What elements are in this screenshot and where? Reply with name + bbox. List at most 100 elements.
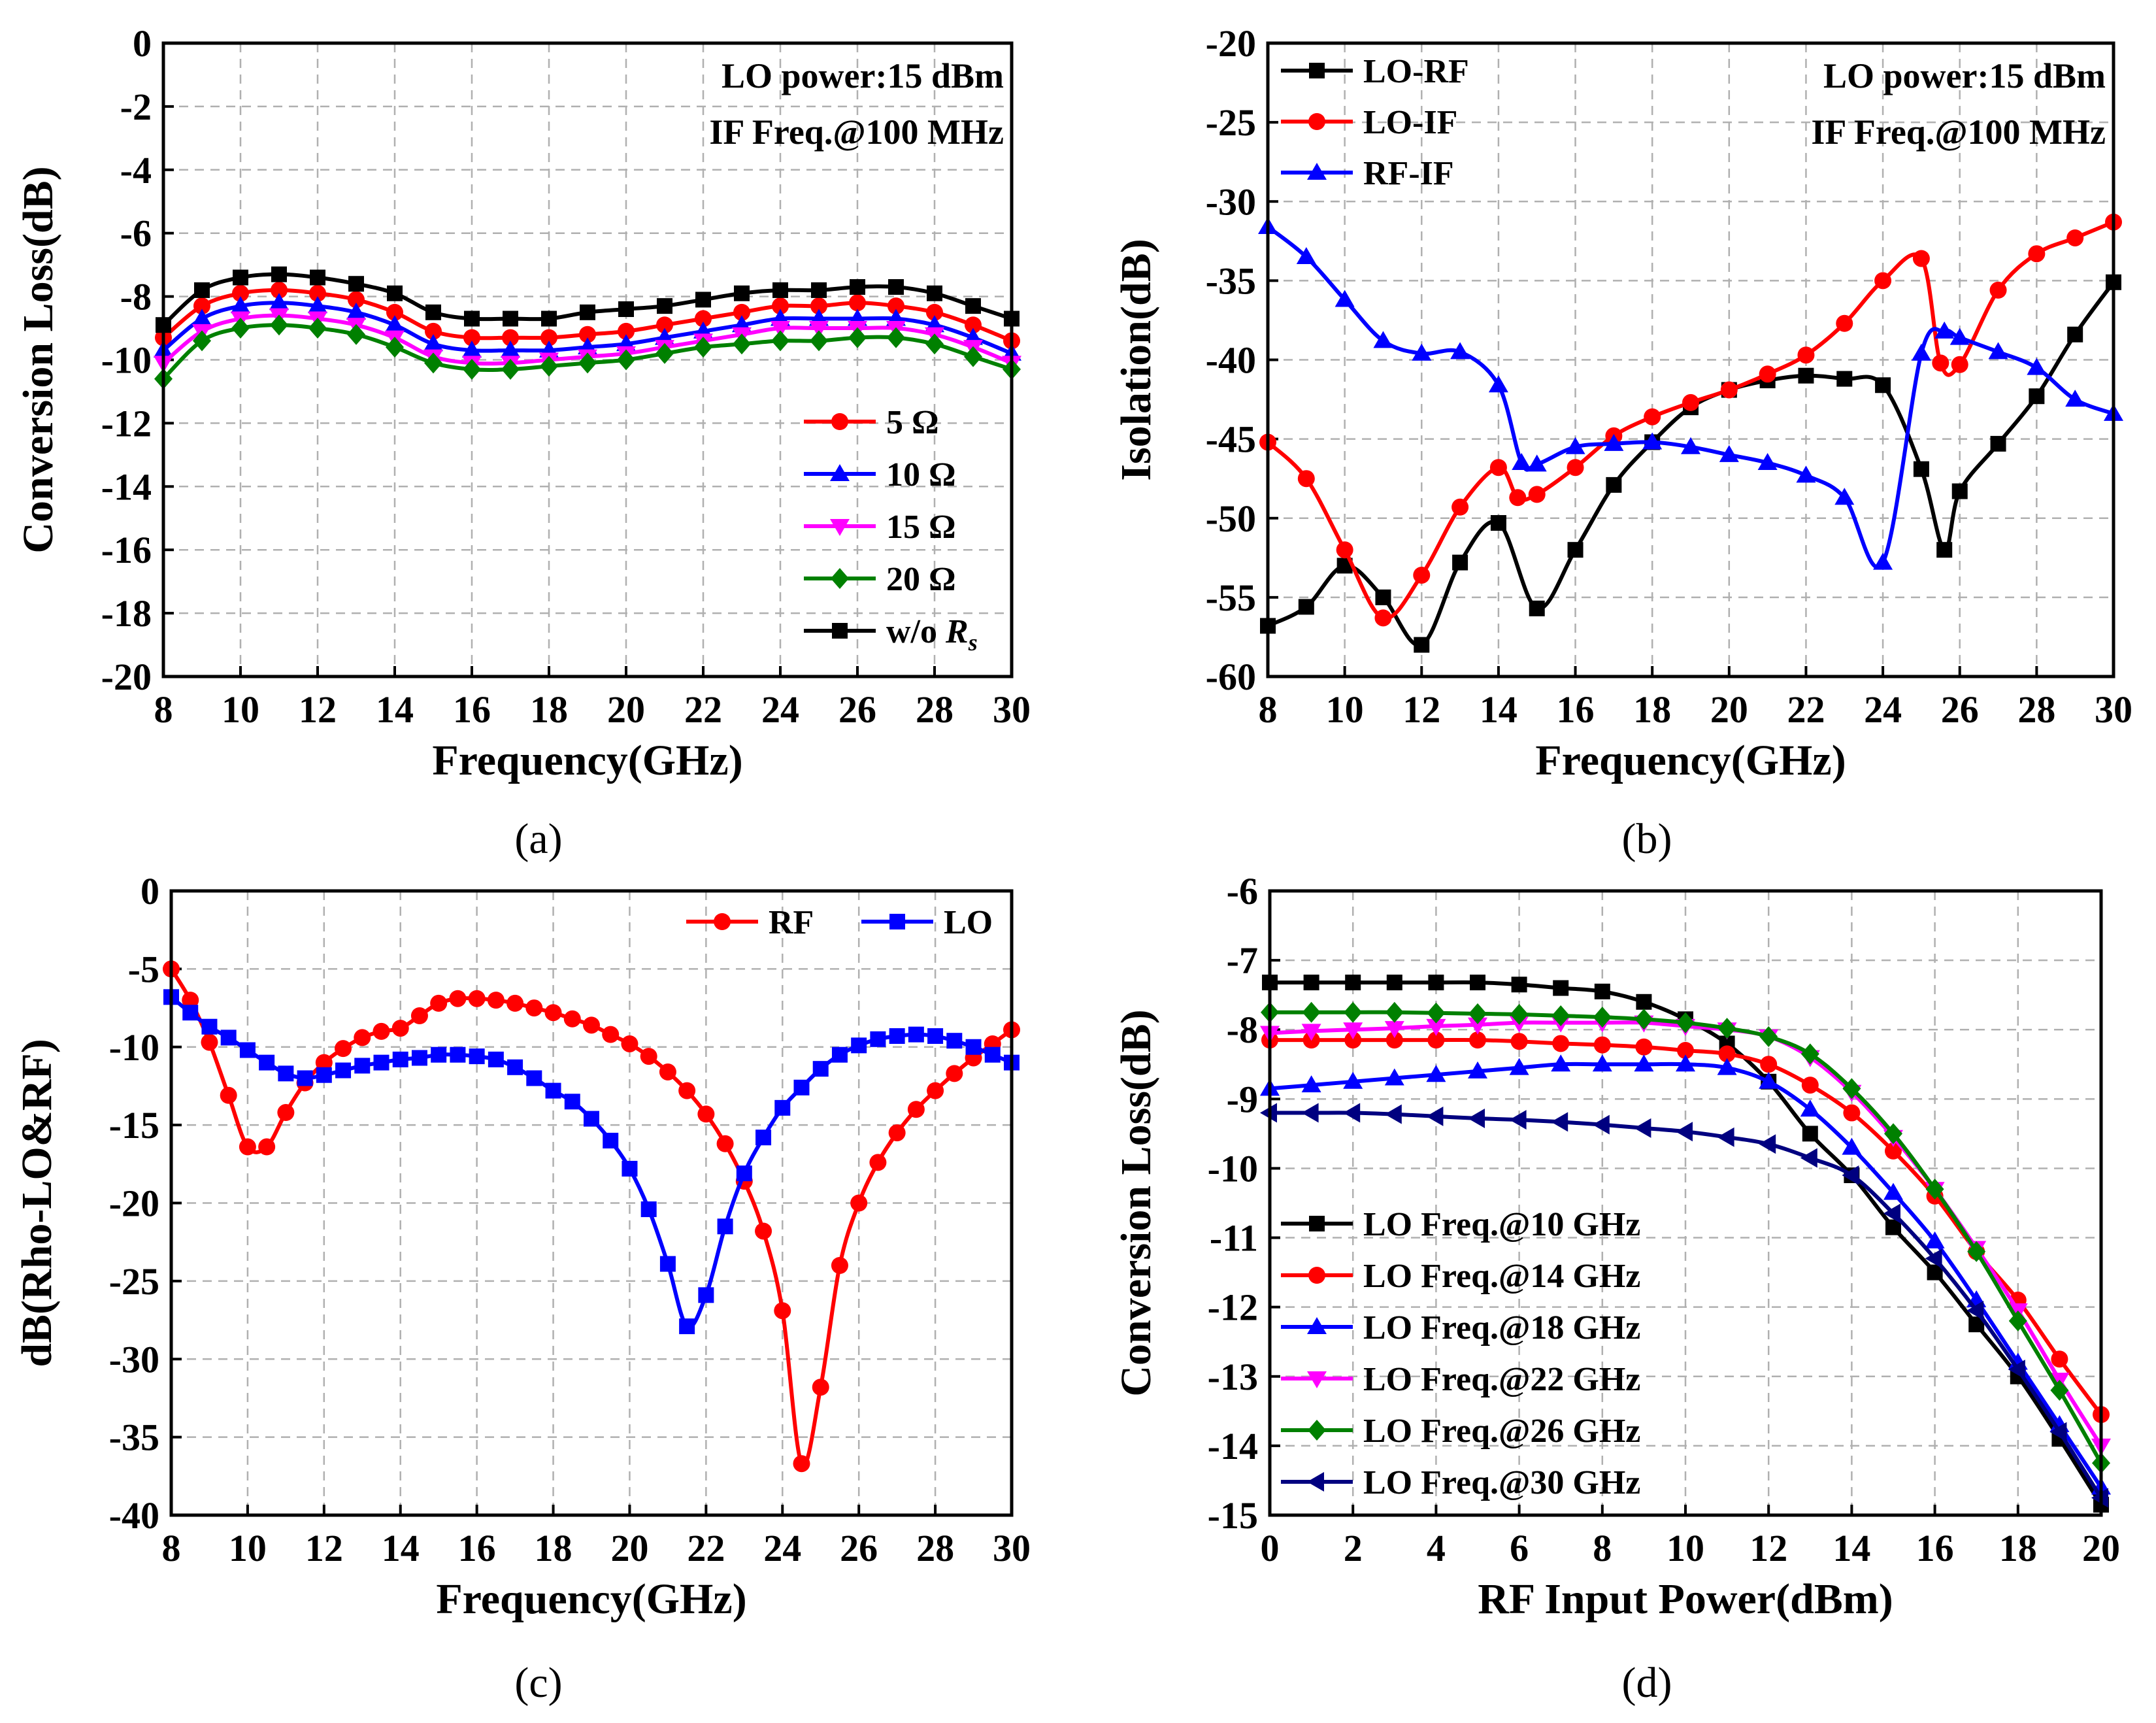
x-tick-label: 10 [222, 688, 259, 731]
data-point [1800, 1099, 1820, 1117]
y-tick-label: -40 [109, 1494, 159, 1537]
y-tick-label: -2 [120, 86, 152, 128]
data-point [182, 1005, 199, 1021]
legend: 5 Ω 10 Ω 15 Ω 20 Ω w/o Rs [804, 404, 978, 656]
legend-marker [714, 913, 731, 930]
data-point [1414, 637, 1430, 653]
data-point [1842, 1137, 1862, 1155]
data-point [1470, 975, 1485, 991]
y-tick-label: -14 [101, 465, 152, 508]
legend: LO Freq.@10 GHz LO Freq.@14 GHz LO Freq.@1… [1281, 1206, 1640, 1501]
data-point [1635, 1038, 1653, 1056]
x-tick-label: 14 [1480, 688, 1517, 731]
data-point [1551, 1054, 1571, 1072]
data-point [463, 359, 481, 380]
data-point [793, 1455, 810, 1473]
data-point [584, 1111, 599, 1127]
plot-frame [1266, 41, 2115, 678]
data-point [1967, 1241, 1986, 1262]
data-point [2029, 388, 2045, 405]
x-tick-label: 12 [299, 688, 337, 731]
data-point [297, 1070, 313, 1086]
x-tick-label: 16 [1557, 688, 1595, 731]
data-point [1885, 1142, 1902, 1160]
x-tick-label: 24 [763, 1527, 801, 1569]
data-point [1925, 1231, 1945, 1248]
data-point [810, 330, 828, 352]
x-tick-label: 28 [2017, 688, 2055, 731]
data-point [424, 352, 442, 374]
data-point [771, 321, 790, 339]
data-point [1386, 975, 1402, 991]
data-point [347, 324, 365, 345]
data-point [1676, 1054, 1695, 1072]
data-point [2008, 1360, 2025, 1380]
x-tick-label: 30 [993, 688, 1031, 731]
data-point [1682, 393, 1699, 411]
y-axis-label: Conversion Loss(dB) [14, 166, 62, 553]
legend-label: 15 Ω [886, 509, 956, 546]
data-point [1510, 1003, 1529, 1025]
data-point [618, 322, 635, 340]
data-point [2065, 390, 2085, 407]
data-point [502, 329, 519, 346]
data-point [1797, 346, 1815, 364]
x-tick-label: 12 [305, 1527, 343, 1569]
legend-label: RF-IF [1363, 155, 1454, 192]
data-point [1911, 343, 1931, 361]
data-point [733, 303, 750, 321]
y-tick-label: -40 [1206, 339, 1256, 382]
data-point [201, 1018, 218, 1035]
data-point [541, 310, 557, 327]
data-point [501, 359, 520, 380]
data-point [888, 279, 904, 295]
data-point [1374, 609, 1392, 627]
series-lo-freq-30-ghz [1260, 1103, 2108, 1508]
y-tick-label: -15 [109, 1104, 159, 1146]
data-point [271, 281, 288, 299]
data-point [1966, 1300, 1984, 1320]
legend-label-italic: R [945, 613, 969, 650]
legend-label: LO Freq.@30 GHz [1363, 1464, 1640, 1501]
data-point [850, 279, 865, 295]
y-tick-label: -5 [128, 948, 159, 990]
data-point [772, 297, 789, 315]
data-point [449, 990, 467, 1007]
data-point [1385, 1001, 1404, 1023]
data-point [1335, 290, 1355, 307]
data-point [1296, 247, 1316, 265]
data-point [698, 1287, 714, 1303]
panel-caption: (b) [1622, 815, 1672, 863]
data-point [316, 1067, 332, 1083]
data-point [1427, 1031, 1445, 1049]
data-point [1988, 342, 2008, 360]
data-point [1567, 542, 1584, 558]
panel-a: 8 10 12 14 16 18 20 22 24 26 28 30 0 -2 -4 -6 -8 -10 -12 -1… [14, 22, 1031, 863]
data-point [887, 327, 905, 348]
x-tick-label: 26 [840, 1527, 878, 1569]
y-tick-label: -20 [101, 656, 152, 698]
data-point [870, 1031, 886, 1047]
panel-caption: (d) [1622, 1659, 1672, 1707]
x-tick-label: 26 [838, 688, 876, 731]
data-point [1528, 486, 1546, 503]
data-point [201, 1033, 218, 1051]
y-tick-label: -8 [1227, 1009, 1258, 1051]
data-point [1301, 1024, 1321, 1041]
data-point [793, 1079, 810, 1096]
data-point [563, 1010, 581, 1028]
data-point [1883, 1203, 1900, 1224]
y-tick-label: -35 [109, 1416, 159, 1459]
plot-frame [161, 41, 1014, 678]
x-tick-label: 10 [229, 1527, 267, 1569]
data-point [1426, 1106, 1444, 1126]
x-tick-label: 16 [1916, 1527, 1954, 1569]
data-point [194, 282, 210, 298]
data-point [1551, 1112, 1568, 1132]
data-point [1936, 542, 1953, 558]
legend-marker [1307, 1371, 1327, 1388]
data-point [1874, 272, 1892, 290]
data-point [1719, 444, 1739, 462]
legend-label: LO Freq.@26 GHz [1363, 1413, 1640, 1450]
data-point [1412, 343, 1432, 361]
